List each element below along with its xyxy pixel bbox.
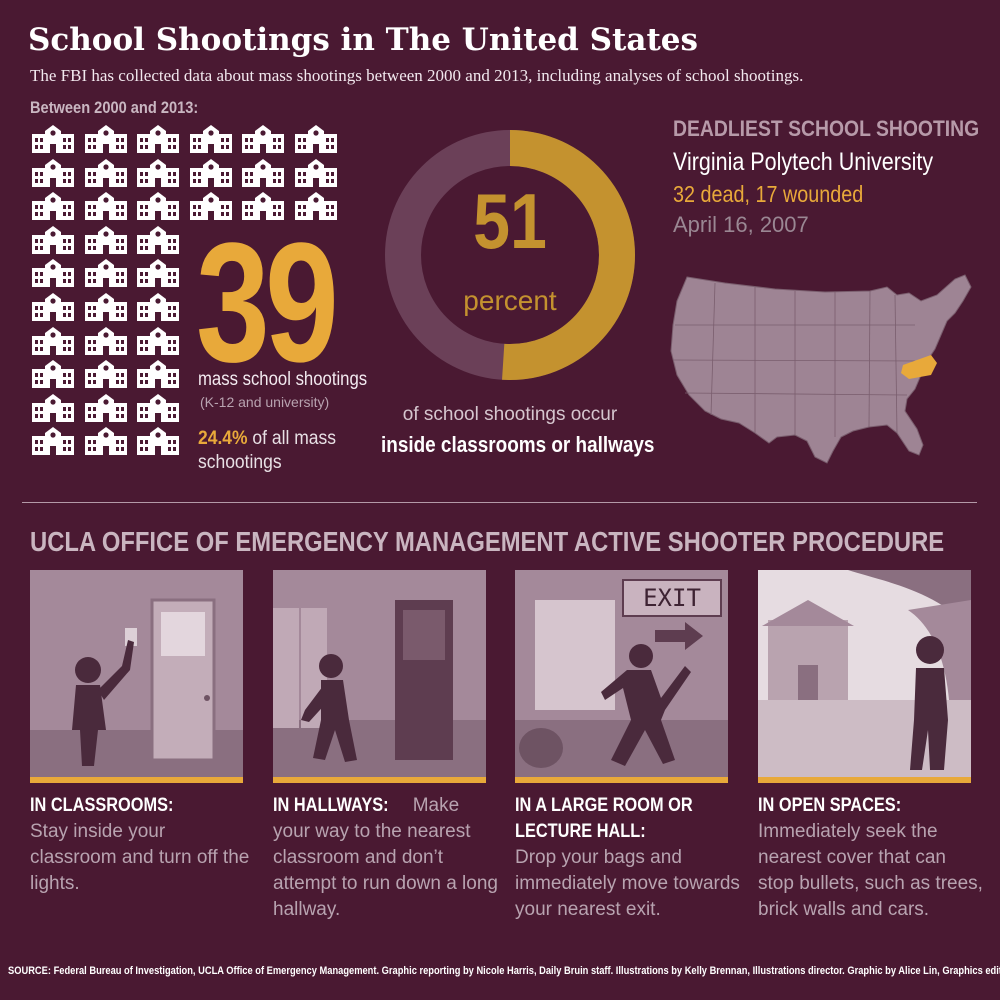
school-building-icon (188, 158, 234, 188)
illustration-open-space (758, 570, 971, 783)
donut-value: 51 (473, 177, 547, 265)
school-building-icon (30, 359, 76, 389)
procedure-text: Stay inside your classroom and turn off … (30, 821, 250, 894)
donut-caption-line2: inside classrooms or hallways (381, 432, 655, 457)
school-building-icon (30, 292, 76, 322)
school-building-icon (83, 393, 129, 423)
source-credits: SOURCE: Federal Bureau of Investigation,… (8, 965, 1000, 977)
school-building-icon (135, 326, 181, 356)
schools-heading: Between 2000 and 2013: (30, 98, 199, 117)
school-building-icon (135, 158, 181, 188)
illustration-classroom (30, 570, 243, 783)
procedure-heading: IN CLASSROOMS: (30, 795, 174, 816)
percent-of-mass-shootings: 24.4% of all mass (198, 428, 336, 450)
school-building-icon (188, 191, 234, 221)
procedure-heading: IN OPEN SPACES: (758, 795, 902, 816)
school-building-icon (83, 426, 129, 456)
school-building-icon (30, 258, 76, 288)
deadliest-date: April 16, 2007 (673, 212, 809, 237)
school-building-icon (30, 393, 76, 423)
procedure-text: Drop your bags and immediately move towa… (515, 847, 740, 920)
school-building-icon (83, 326, 129, 356)
school-building-icon (240, 191, 286, 221)
procedure-text: Make your way to the nearest classroom a… (273, 795, 498, 920)
state-lines (672, 282, 928, 437)
school-building-icon (240, 158, 286, 188)
us-map (670, 274, 972, 464)
exit-sign-text: EXIT (643, 584, 701, 612)
deadliest-heading: DEADLIEST SCHOOL SHOOTING (673, 116, 980, 141)
school-building-icon (293, 191, 339, 221)
us-map-shape (670, 274, 972, 464)
donut-unit: percent (463, 285, 557, 316)
school-building-icon (135, 191, 181, 221)
illustration-hallway (273, 570, 486, 783)
procedure-heading: IN HALLWAYS: (273, 795, 389, 816)
school-building-icon (293, 124, 339, 154)
procedure-item-classrooms: IN CLASSROOMS: Stay inside your classroom… (30, 793, 255, 897)
donut-caption-line1: of school shootings occur (402, 404, 618, 425)
school-building-icon (30, 124, 76, 154)
procedure-item-open-spaces: IN OPEN SPACES: Immediately seek the nea… (758, 793, 983, 923)
school-building-icon (135, 359, 181, 389)
school-building-icon (30, 158, 76, 188)
deadliest-casualties: 32 dead, 17 wounded (673, 181, 864, 207)
procedure-item-hallways: IN HALLWAYS: Make your way to the neares… (273, 793, 498, 923)
percent-value: 24.4% (198, 428, 248, 449)
virginia-highlight (901, 355, 937, 379)
school-building-icon (83, 359, 129, 389)
school-building-icon (135, 393, 181, 423)
school-shootings-sublabel: (K-12 and university) (200, 394, 330, 410)
deadliest-place: Virginia Polytech University (673, 148, 934, 176)
school-building-icon (83, 258, 129, 288)
school-building-icon (30, 326, 76, 356)
school-building-icon (30, 426, 76, 456)
percent-text-line2: schootings (198, 452, 282, 473)
procedure-title: UCLA OFFICE OF EMERGENCY MANAGEMENT ACTI… (30, 526, 945, 557)
school-building-icon (135, 426, 181, 456)
school-shootings-label: mass school shootings (198, 369, 368, 390)
school-building-icon (135, 292, 181, 322)
school-building-icon (83, 158, 129, 188)
page-subtitle: The FBI has collected data about mass sh… (30, 66, 804, 85)
procedure-heading: IN A LARGE ROOM OR LECTURE HALL: (515, 795, 693, 842)
school-building-icon (135, 124, 181, 154)
school-building-icon (30, 191, 76, 221)
backpack (519, 728, 563, 768)
school-building-icon (240, 124, 286, 154)
school-building-icon (30, 225, 76, 255)
school-building-icon (135, 225, 181, 255)
school-building-icon (83, 292, 129, 322)
illustration-large-room: EXIT (515, 570, 728, 783)
school-shootings-count: 39 (196, 208, 339, 398)
school-building-icon (135, 258, 181, 288)
percent-donut (385, 130, 635, 380)
procedure-item-large-room: IN A LARGE ROOM OR LECTURE HALL: Drop yo… (515, 793, 740, 923)
school-building-icon (83, 191, 129, 221)
percent-text: of all mass (252, 428, 336, 449)
school-building-icon (188, 124, 234, 154)
school-building-icon (83, 124, 129, 154)
procedure-text: Immediately seek the nearest cover that … (758, 821, 983, 920)
section-divider (22, 502, 977, 503)
school-building-icon (293, 158, 339, 188)
page-title: School Shootings in The United States (28, 22, 698, 58)
donut-fill (385, 130, 635, 380)
school-building-icon (83, 225, 129, 255)
